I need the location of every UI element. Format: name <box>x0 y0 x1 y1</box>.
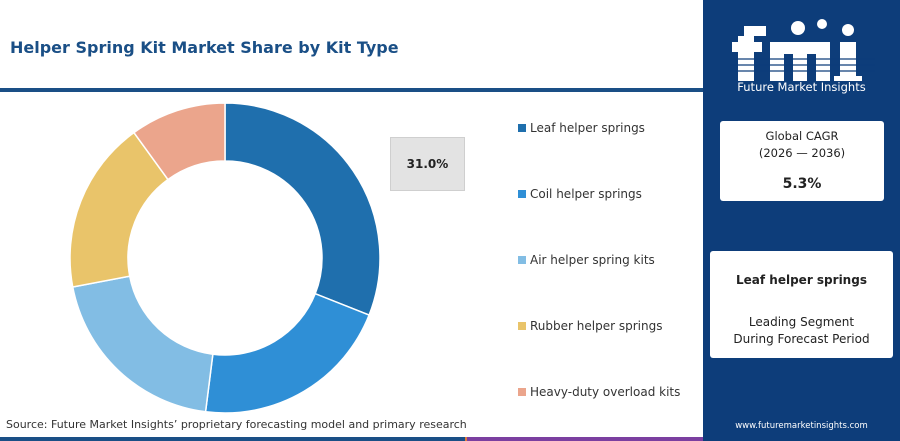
legend-label: Air helper spring kits <box>530 253 655 267</box>
cagr-label: Global CAGR <box>765 129 839 143</box>
cagr-period: (2026 — 2036) <box>758 146 846 160</box>
donut-slice-leaf-helper-springs <box>224 102 381 317</box>
legend-swatch <box>518 388 526 396</box>
legend-item: Coil helper springs <box>518 187 642 201</box>
fmi-logo <box>730 19 875 81</box>
leading-segment-name: Leaf helper springs <box>736 273 867 287</box>
legend-item: Leaf helper springs <box>518 121 645 135</box>
brand-panel: Future Market Insights Global CAGR (2026… <box>703 0 900 441</box>
legend-label: Rubber helper springs <box>530 319 663 333</box>
donut-chart <box>69 102 381 414</box>
donut-slice-heavy-duty-overload-kits <box>132 102 226 181</box>
donut-slice-coil-helper-springs <box>204 292 371 414</box>
chart-panel: Helper Spring Kit Market Share by Kit Ty… <box>0 38 703 441</box>
leading-segment-caption: Leading Segment <box>748 315 855 329</box>
legend-swatch <box>518 256 526 264</box>
source-note: Source: Future Market Insights’ propriet… <box>6 418 467 431</box>
share-callout: 31.0% <box>390 137 465 191</box>
logo-tagline: Future Market Insights <box>737 80 866 94</box>
cagr-value: 5.3% <box>782 176 822 192</box>
legend-label: Leaf helper springs <box>530 121 645 135</box>
legend-swatch <box>518 190 526 198</box>
accent-bar-segment <box>465 437 467 441</box>
donut-slice-air-helper-spring-kits <box>71 275 214 413</box>
legend-swatch <box>518 124 526 132</box>
forecast-period-caption: During Forecast Period <box>733 332 870 346</box>
leading-segment-card: Leaf helper springs Leading Segment Duri… <box>710 251 893 358</box>
website-url: www.futuremarketinsights.com <box>735 421 868 431</box>
accent-bar-segment <box>467 437 703 441</box>
legend-item: Air helper spring kits <box>518 253 655 267</box>
accent-bar-segment <box>0 437 465 441</box>
title-divider <box>0 88 703 92</box>
legend-item: Rubber helper springs <box>518 319 662 333</box>
legend-item: Heavy-duty overload kits <box>518 385 680 399</box>
legend-label: Coil helper springs <box>530 187 642 201</box>
legend-swatch <box>518 322 526 330</box>
cagr-card: Global CAGR (2026 — 2036) 5.3% <box>720 121 884 201</box>
legend-label: Heavy-duty overload kits <box>530 385 681 399</box>
bottom-accent-bar <box>0 437 703 441</box>
chart-title: Helper Spring Kit Market Share by Kit Ty… <box>10 38 399 57</box>
